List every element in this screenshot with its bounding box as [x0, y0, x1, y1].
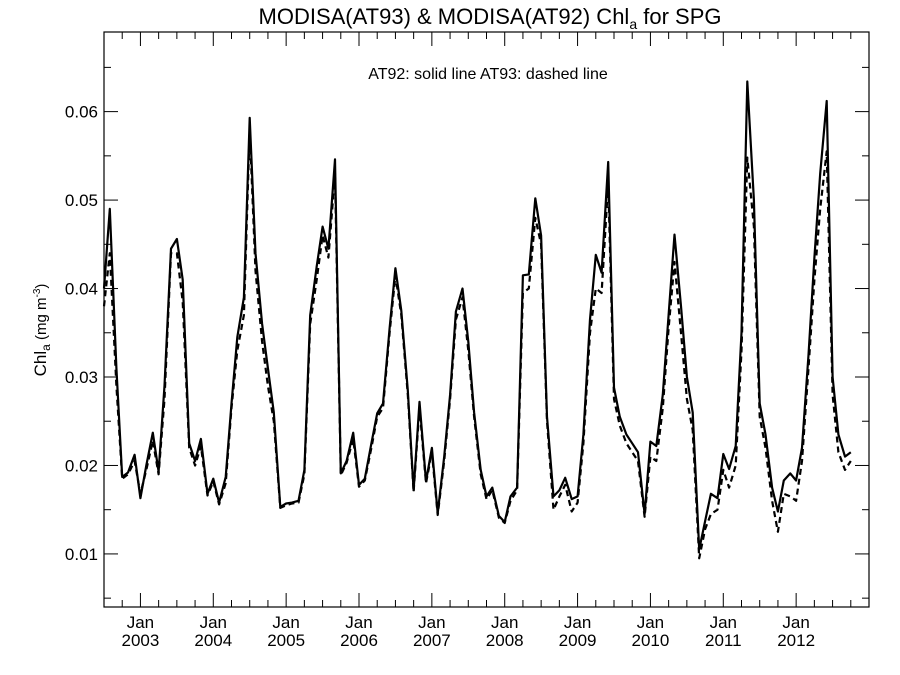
x-tick-month: Jan — [564, 613, 591, 632]
x-tick-year: 2004 — [194, 631, 232, 650]
x-tick-month: Jan — [127, 613, 154, 632]
x-tick-year: 2003 — [122, 631, 160, 650]
y-tick-label: 0.04 — [65, 280, 98, 299]
x-tick-month: Jan — [710, 613, 737, 632]
series-line-at93 — [102, 128, 852, 560]
legend-annotation: AT92: solid line AT93: dashed line — [368, 66, 608, 83]
x-tick-month: Jan — [637, 613, 664, 632]
x-tick-month: Jan — [491, 613, 518, 632]
x-tick-month: Jan — [272, 613, 299, 632]
series-layer — [102, 80, 852, 560]
x-tick-year: 2008 — [486, 631, 524, 650]
y-tick-label: 0.02 — [65, 456, 98, 475]
y-tick-label: 0.06 — [65, 103, 98, 122]
x-tick-year: 2007 — [413, 631, 451, 650]
y-tick-label: 0.03 — [65, 368, 98, 387]
y-axis-label: Chla (mg m-3) — [31, 284, 53, 377]
x-tick-year: 2005 — [267, 631, 305, 650]
x-tick-month: Jan — [200, 613, 227, 632]
axis-ticks: 0.010.020.030.040.050.06Jan2003Jan2004Ja… — [65, 32, 869, 650]
plot-frame — [103, 31, 870, 608]
y-tick-label: 0.01 — [65, 545, 98, 564]
x-tick-year: 2012 — [777, 631, 815, 650]
x-tick-year: 2009 — [559, 631, 597, 650]
series-line-at92 — [102, 80, 852, 551]
x-tick-month: Jan — [418, 613, 445, 632]
y-tick-label: 0.05 — [65, 191, 98, 210]
chart-title: MODISA(AT93) & MODISA(AT92) Chla for SPG — [259, 4, 722, 32]
x-tick-month: Jan — [782, 613, 809, 632]
x-tick-year: 2006 — [340, 631, 378, 650]
x-tick-year: 2011 — [705, 631, 742, 650]
x-tick-year: 2010 — [632, 631, 670, 650]
x-tick-month: Jan — [345, 613, 372, 632]
